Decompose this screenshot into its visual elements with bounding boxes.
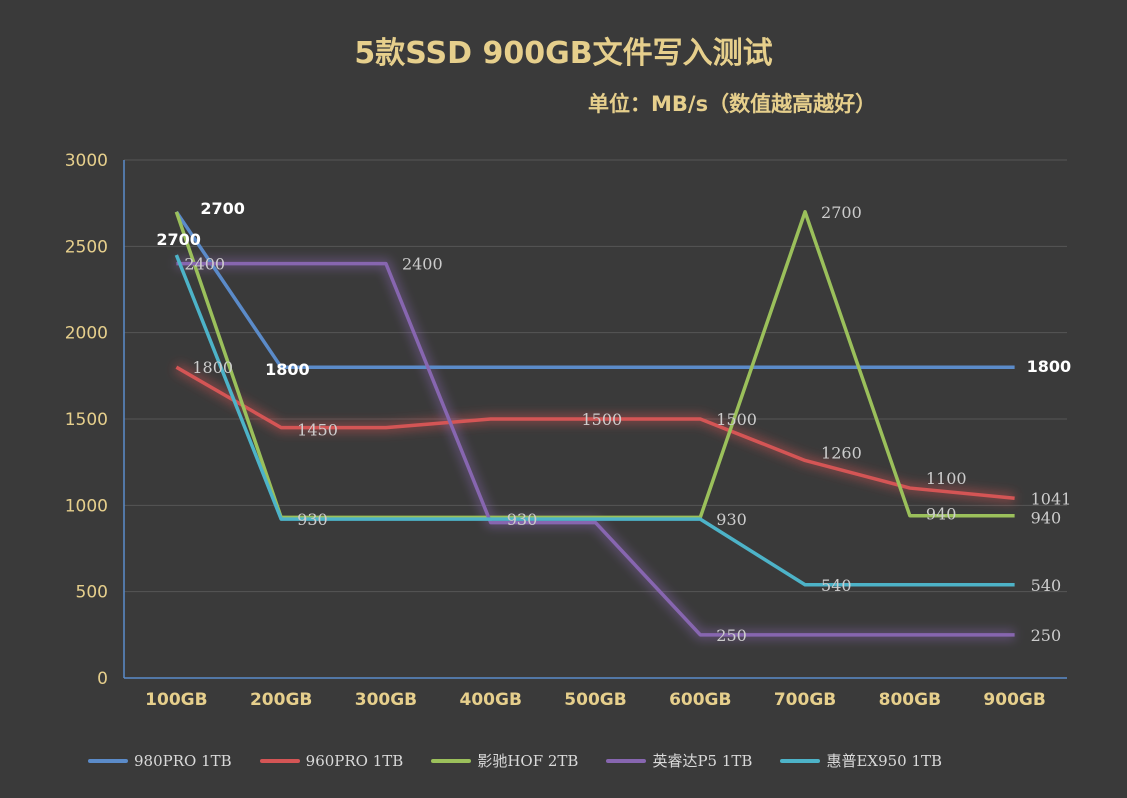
data-label: 930: [507, 510, 538, 529]
legend: 980PRO 1TB 960PRO 1TB 影驰HOF 2TB 英睿达P5 1TB 惠普…: [88, 750, 942, 771]
data-label: 1500: [582, 410, 623, 429]
legend-item: 影驰HOF 2TB: [431, 750, 578, 771]
x-tick-label: 600GB: [669, 690, 731, 710]
y-tick-label: 0: [97, 669, 108, 689]
data-label: 930: [716, 510, 747, 529]
series-line: [175, 365, 1015, 500]
x-tick-label: 100GB: [145, 690, 207, 710]
legend-item: 惠普EX950 1TB: [780, 750, 942, 771]
data-label: 2700: [156, 230, 201, 249]
data-label: 1100: [926, 469, 967, 488]
chart-subtitle: 单位：MB/s（数值越高越好）: [588, 92, 877, 116]
series-line: [174, 254, 1015, 587]
legend-item: 980PRO 1TB: [88, 752, 232, 770]
y-tick-label: 2000: [65, 324, 108, 344]
x-tick-label: 700GB: [774, 690, 836, 710]
data-label: 940: [1031, 509, 1062, 528]
data-label: 930: [297, 510, 328, 529]
data-label: 1260: [821, 443, 862, 462]
data-label: 1800: [265, 360, 310, 379]
data-label: 1450: [297, 421, 338, 440]
data-label: 2700: [200, 199, 245, 218]
data-label: 250: [716, 626, 747, 645]
data-label: 540: [1031, 576, 1062, 595]
data-label: 540: [821, 576, 852, 595]
data-label: 2400: [184, 255, 225, 274]
x-tick-label: 900GB: [983, 690, 1045, 710]
x-tick-label: 800GB: [879, 690, 941, 710]
chart-title: 5款SSD 900GB文件写入测试: [354, 36, 773, 71]
legend-label: 英睿达P5 1TB: [652, 752, 753, 770]
legend-swatch: [259, 758, 300, 763]
y-tick-label: 3000: [65, 151, 108, 171]
legend-label: 980PRO 1TB: [134, 751, 232, 770]
data-label: 250: [1031, 626, 1062, 645]
legend-swatch: [88, 758, 128, 763]
legend-item: 英睿达P5 1TB: [606, 750, 752, 771]
y-tick-label: 2500: [65, 237, 108, 257]
x-tick-label: 500GB: [564, 690, 626, 710]
data-label: 1500: [716, 410, 757, 429]
x-tick-label: 400GB: [460, 690, 522, 710]
series-line: [176, 261, 1015, 637]
x-tick-label: 300GB: [355, 690, 417, 710]
axes: 0 500 1000 1500 2000 2500 3000 100GB 200GB 300GB 4…: [65, 151, 1067, 710]
data-label: 1800: [192, 358, 233, 377]
legend-item: 960PRO 1TB: [259, 751, 404, 770]
data-label: 1041: [1031, 489, 1072, 508]
x-tick-label: 200GB: [250, 690, 312, 710]
y-tick-label: 500: [76, 583, 108, 603]
legend-swatch: [780, 758, 821, 763]
legend-label: 960PRO 1TB: [305, 751, 404, 770]
legend-label: 影驰HOF 2TB: [477, 752, 579, 770]
data-labels: 2700 1800 1800 1800 1450 1500 1500 1260 1100 1041…: [156, 199, 1071, 645]
legend-label: 惠普EX950 1TB: [826, 752, 943, 770]
series-line: [174, 210, 1015, 369]
data-label: 2400: [402, 255, 443, 274]
legend-swatch: [606, 758, 647, 763]
series-lines: [174, 210, 1015, 637]
y-tick-label: 1500: [65, 410, 108, 430]
data-label: 2700: [821, 203, 862, 222]
y-tick-label: 1000: [65, 496, 108, 516]
series-glow: [176, 258, 1015, 640]
line-chart: 0 500 1000 1500 2000 2500 3000 100GB 200GB 300GB 4…: [65, 151, 1072, 710]
legend-swatch: [431, 758, 472, 763]
data-label: 940: [926, 505, 957, 524]
data-label: 1800: [1027, 357, 1072, 376]
series-glow-layer: [173, 258, 1016, 640]
